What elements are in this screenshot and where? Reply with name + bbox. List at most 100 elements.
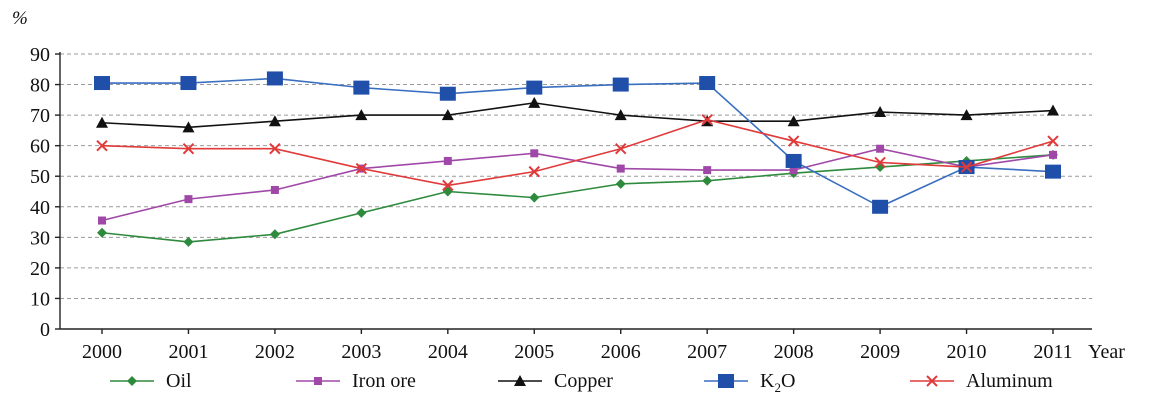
x-tick-label: 2000 [82, 341, 122, 363]
legend-item-oil: Oil [110, 370, 192, 392]
data-point-ko [612, 77, 629, 92]
data-point-copper [355, 109, 368, 121]
data-point-oil [356, 207, 367, 218]
legend: Oil Iron ore Copper K2O Aluminum [110, 370, 1053, 395]
legend-swatch-marker [718, 374, 734, 388]
y-tick-labels: 0 10 20 30 40 50 60 70 80 90 [30, 44, 50, 341]
y-tick-label: 40 [30, 197, 50, 219]
y-tick-label: 30 [30, 227, 50, 249]
series-lines [94, 71, 1061, 247]
data-point-aluminum [615, 143, 627, 155]
data-point-oil [615, 178, 626, 189]
data-point-ko [785, 153, 802, 168]
data-point-iron-ore [184, 195, 193, 204]
data-point-ko [94, 76, 110, 91]
series-copper [96, 96, 1059, 133]
legend-swatch-marker [514, 375, 526, 386]
x-axis-label: Year [1088, 341, 1125, 363]
data-point-aluminum [960, 161, 973, 173]
data-point-ko [180, 76, 197, 91]
x-tick-label: 2001 [168, 341, 208, 363]
x-tick-label: 2005 [514, 341, 554, 363]
data-point-ko [526, 80, 543, 95]
legend-label-ko: K2O [760, 370, 795, 395]
series-line-ko [102, 77, 1054, 208]
x-tick-label: 2007 [687, 341, 727, 363]
x-tick-label: 2009 [860, 341, 900, 363]
series-line-copper [101, 102, 1054, 129]
x-tick-label: 2011 [1033, 341, 1072, 363]
data-point-oil [97, 227, 107, 238]
data-point-copper [441, 109, 454, 121]
legend-label-aluminum: Aluminum [966, 370, 1053, 392]
data-point-copper [960, 109, 973, 121]
x-tick-label: 2004 [428, 341, 468, 363]
data-point-copper [268, 115, 281, 127]
data-point-aluminum [355, 162, 368, 175]
data-point-aluminum [787, 135, 800, 147]
data-point-oil [529, 192, 540, 203]
data-point-aluminum [96, 139, 108, 152]
y-tick-label: 10 [30, 288, 50, 310]
data-point-copper [614, 109, 627, 121]
y-tick-label: 60 [30, 136, 50, 158]
legend-label-oil: Oil [166, 370, 192, 392]
legend-swatch-marker [127, 376, 137, 386]
data-point-oil [183, 236, 194, 247]
legend-label-iron-ore: Iron ore [352, 370, 416, 392]
data-point-iron-ore [443, 156, 452, 165]
data-point-ko [439, 86, 456, 101]
data-point-oil [269, 229, 280, 240]
data-point-aluminum [182, 143, 195, 155]
data-point-aluminum [701, 113, 713, 126]
legend-item-iron-ore: Iron ore [296, 370, 416, 392]
data-point-copper [787, 115, 800, 127]
legend-item-aluminum: Aluminum [910, 370, 1053, 392]
data-point-copper [182, 121, 195, 133]
legend-label-copper: Copper [554, 370, 613, 392]
data-point-iron-ore [616, 164, 625, 173]
data-point-aluminum [1047, 135, 1059, 147]
data-point-iron-ore [876, 144, 885, 153]
y-tick-label: 50 [30, 166, 50, 188]
axes [55, 52, 1092, 334]
x-tick-label: 2006 [601, 341, 641, 363]
data-point-copper [1047, 104, 1059, 116]
data-point-ko [872, 199, 889, 214]
y-axis-unit-label: % [12, 8, 28, 29]
series-ko [94, 71, 1061, 214]
x-tick-label: 2002 [255, 341, 295, 363]
series-line-oil [101, 154, 1054, 243]
x-tick-label: 2010 [947, 341, 987, 363]
data-point-ko [353, 80, 370, 95]
data-point-ko [699, 76, 716, 91]
data-point-ko [266, 71, 283, 86]
data-point-iron-ore [703, 166, 712, 175]
x-tick-labels: 2000 2001 2002 2003 2004 2005 2006 2007 2008 2009… [82, 341, 1073, 363]
data-point-iron-ore [98, 216, 106, 225]
data-point-aluminum [874, 156, 886, 169]
data-point-iron-ore [270, 185, 279, 194]
data-point-ko [1045, 164, 1061, 179]
data-point-copper [874, 106, 887, 118]
series-line-aluminum [101, 118, 1054, 187]
y-tick-label: 70 [30, 105, 50, 127]
data-point-iron-ore [789, 166, 798, 175]
legend-item-ko: K2O [704, 370, 795, 395]
x-tick-label: 2008 [774, 341, 814, 363]
y-tick-label: 20 [30, 258, 50, 280]
data-point-iron-ore [530, 149, 539, 158]
data-point-aluminum [528, 165, 540, 178]
legend-item-copper: Copper [498, 370, 613, 392]
y-tick-label: 0 [40, 319, 50, 341]
y-tick-label: 80 [30, 75, 50, 97]
data-point-iron-ore [1049, 150, 1057, 159]
data-point-aluminum [442, 179, 454, 192]
legend-swatch-marker [314, 377, 322, 385]
y-tick-label: 90 [30, 44, 50, 66]
series-iron-ore [98, 144, 1057, 225]
x-tick-label: 2003 [341, 341, 381, 363]
series-aluminum [96, 113, 1059, 192]
data-point-copper [528, 96, 541, 108]
